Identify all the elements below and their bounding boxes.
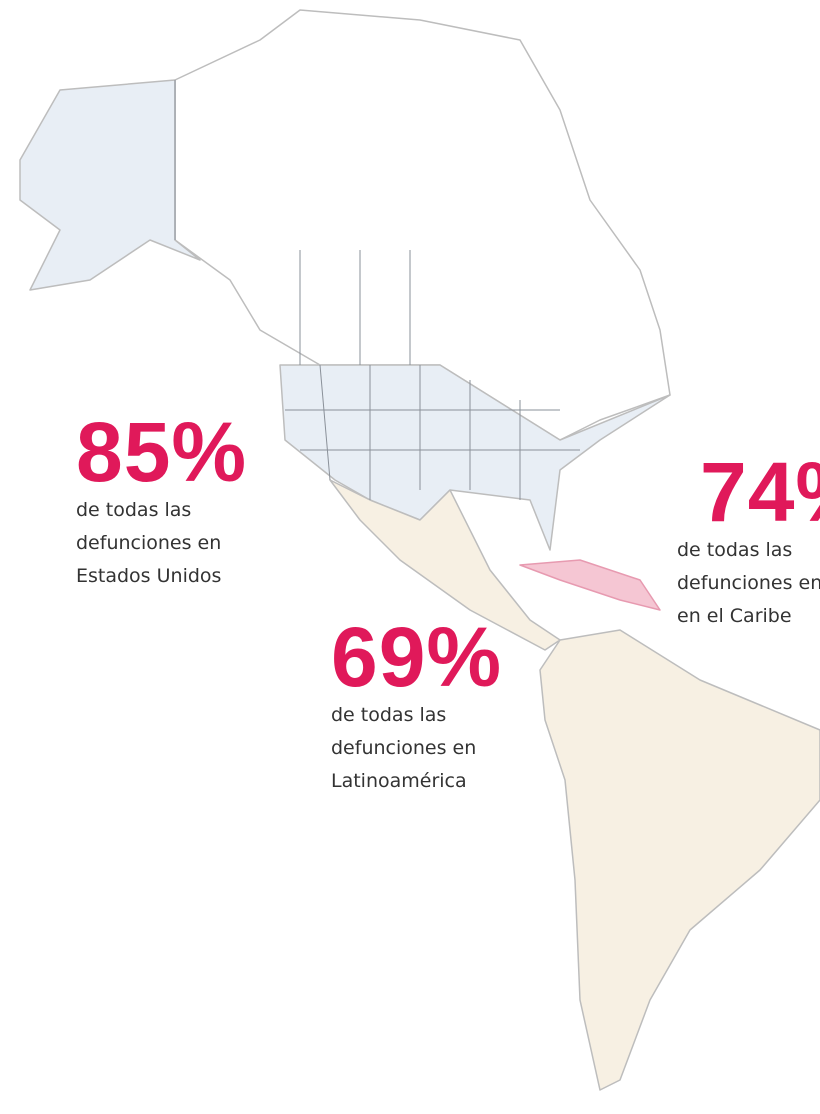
callout-caribbean: de todas las defunciones en en el Caribe [677,534,820,633]
stat-value: 85% [76,410,247,494]
stat-text: defunciones en [76,527,247,560]
callout-caribbean-value: 74% [700,450,820,534]
stat-text: Estados Unidos [76,560,247,593]
stat-text: Latinoamérica [331,765,502,798]
south-america [540,630,820,1090]
alaska [20,80,200,290]
caribbean [520,560,660,610]
stat-text: defunciones en [677,567,820,600]
map-infographic: 85% de todas las defunciones en Estados … [0,0,820,1114]
callout-us: 85% de todas las defunciones en Estados … [76,410,247,593]
page: 85% de todas las defunciones en Estados … [0,0,820,1114]
callout-latam: 69% de todas las defunciones en Latinoam… [331,615,502,798]
stat-value: 69% [331,615,502,699]
stat-text: en el Caribe [677,600,820,633]
stat-value: 74% [700,450,820,534]
stat-text: defunciones en [331,732,502,765]
stat-text: de todas las [677,534,820,567]
